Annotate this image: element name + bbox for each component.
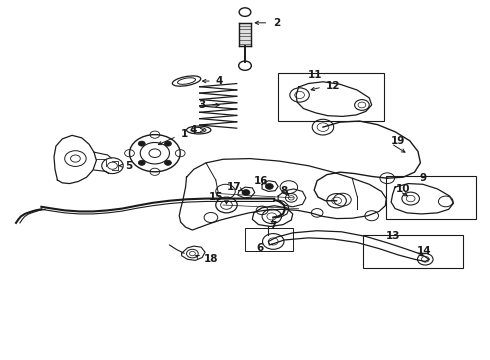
Text: 12: 12 <box>325 81 340 91</box>
Text: 16: 16 <box>253 176 268 186</box>
Text: 3: 3 <box>199 100 206 110</box>
Text: 4: 4 <box>216 76 223 86</box>
Text: 15: 15 <box>209 192 223 202</box>
Bar <box>278 73 384 121</box>
Text: 10: 10 <box>396 184 411 194</box>
Bar <box>245 228 293 251</box>
Circle shape <box>138 160 145 165</box>
Text: 2: 2 <box>273 18 280 28</box>
Text: 19: 19 <box>391 136 406 146</box>
Text: 18: 18 <box>203 254 218 264</box>
Circle shape <box>266 184 273 189</box>
Text: 14: 14 <box>416 246 431 256</box>
Circle shape <box>165 160 172 165</box>
Circle shape <box>165 141 172 146</box>
Text: 6: 6 <box>257 243 264 253</box>
Text: 17: 17 <box>227 182 242 192</box>
Text: 7: 7 <box>270 221 277 231</box>
Text: 13: 13 <box>386 231 401 242</box>
Text: 4: 4 <box>190 125 197 135</box>
Circle shape <box>242 190 250 195</box>
Text: 9: 9 <box>419 173 427 183</box>
Circle shape <box>138 141 145 146</box>
Text: 11: 11 <box>307 70 322 80</box>
Bar <box>386 176 476 219</box>
Text: 1: 1 <box>181 129 188 139</box>
Text: 8: 8 <box>280 186 288 197</box>
Text: 5: 5 <box>125 161 133 171</box>
Bar <box>363 235 463 267</box>
